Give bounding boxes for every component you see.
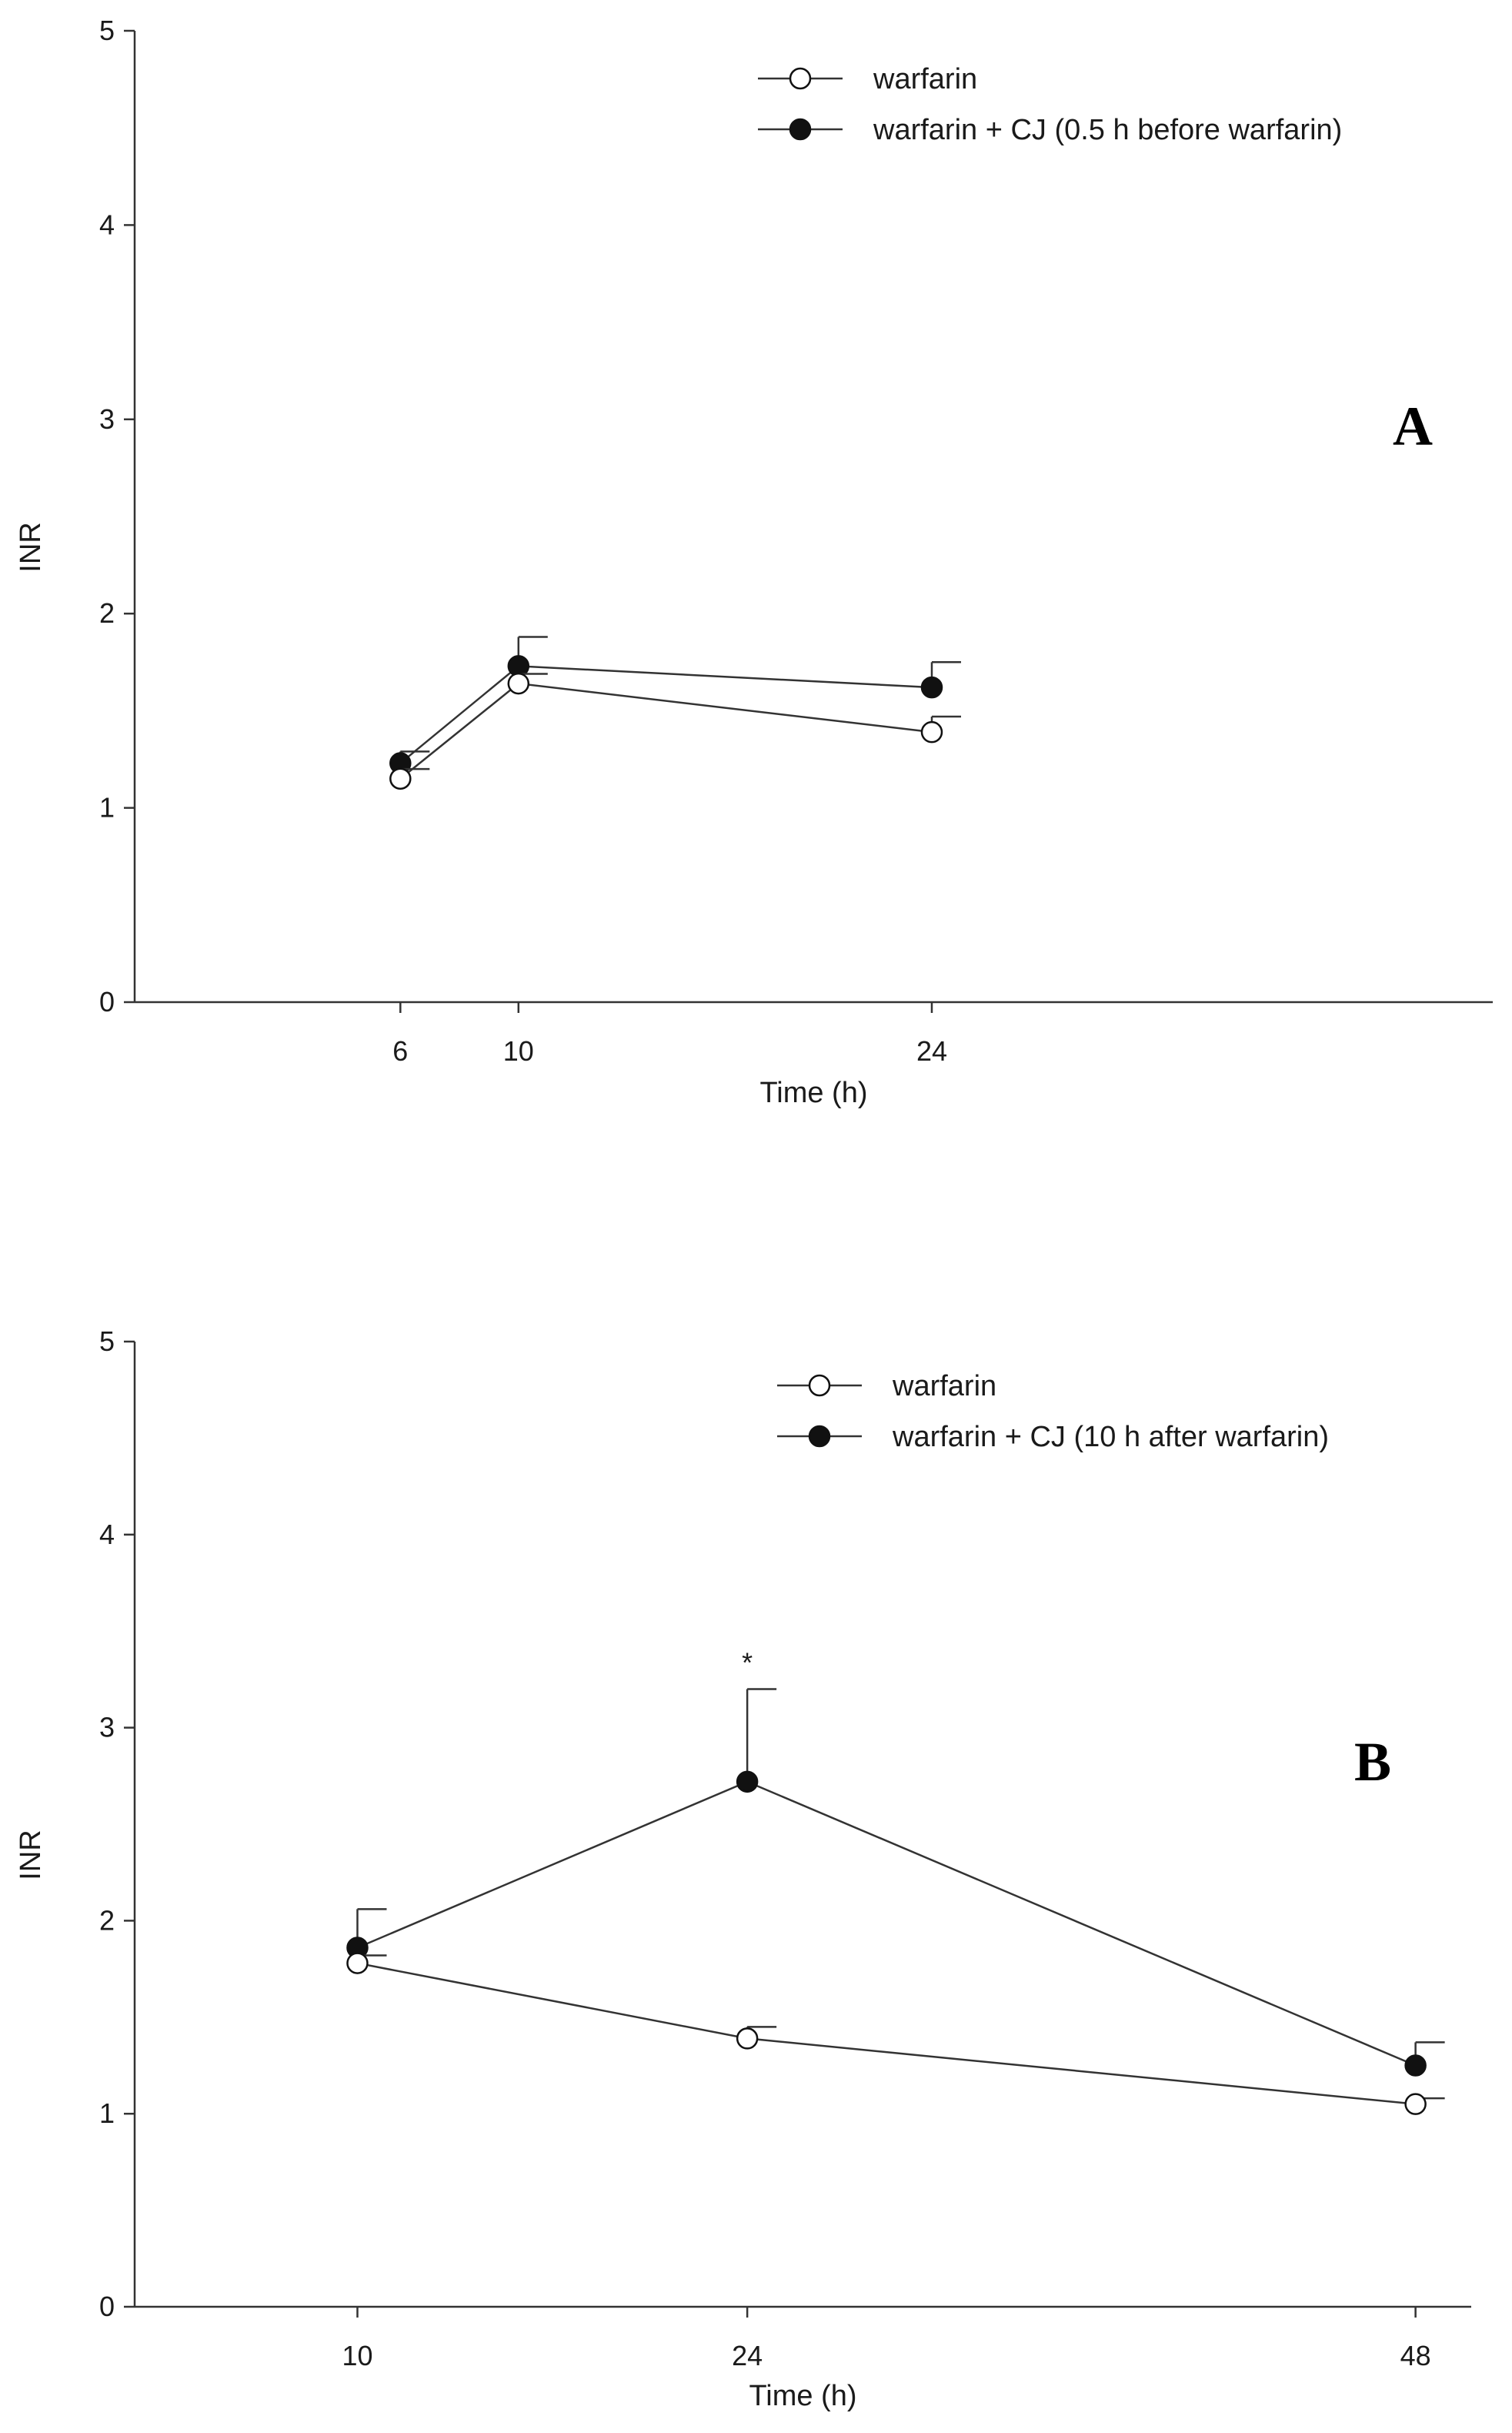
data-point-warfarin <box>389 767 412 790</box>
series-line-warfarin <box>357 1962 1416 2105</box>
y-tick-label: 1 <box>99 792 115 824</box>
y-axis-label: INR <box>15 1830 47 1880</box>
y-tick-label: 3 <box>99 403 115 435</box>
legend-entry-label: warfarin <box>892 1370 996 1402</box>
y-tick-label: 5 <box>99 1325 115 1357</box>
y-tick-label: 0 <box>99 986 115 1018</box>
y-tick-label: 4 <box>99 209 115 240</box>
y-tick-label: 3 <box>99 1712 115 1743</box>
y-tick-label: 5 <box>99 15 115 46</box>
legend-marker <box>808 1374 831 1397</box>
y-tick-label: 2 <box>99 1904 115 1936</box>
x-tick-label: 10 <box>342 2340 372 2371</box>
x-tick-label: 48 <box>1400 2340 1431 2371</box>
legend-marker <box>808 1425 831 1448</box>
data-point-cj <box>736 1770 759 1793</box>
panel-label: A <box>1393 396 1433 457</box>
data-point-warfarin <box>920 720 943 744</box>
data-point-warfarin <box>736 2027 759 2050</box>
panel-label: B <box>1354 1731 1391 1793</box>
y-tick-label: 4 <box>99 1519 115 1550</box>
legend-entry-label: warfarin + CJ (0.5 h before warfarin) <box>873 114 1342 146</box>
x-axis-label: Time (h) <box>749 2380 856 2412</box>
x-tick-label: 6 <box>392 1035 408 1067</box>
legend-marker <box>789 118 812 141</box>
data-point-cj <box>1404 2054 1427 2077</box>
y-tick-label: 0 <box>99 2291 115 2322</box>
x-tick-label: 24 <box>916 1035 947 1067</box>
data-point-warfarin <box>1404 2093 1427 2115</box>
legend-marker <box>789 67 812 90</box>
x-axis-label: Time (h) <box>759 1077 867 1109</box>
legend-entry-label: warfarin + CJ (10 h after warfarin) <box>892 1421 1329 1453</box>
legend-entry-label: warfarin <box>873 63 977 95</box>
data-point-cj <box>920 676 943 699</box>
x-tick-label: 24 <box>732 2340 763 2371</box>
significance-marker: * <box>742 1646 753 1678</box>
x-tick-label: 10 <box>503 1035 534 1067</box>
y-tick-label: 2 <box>99 597 115 629</box>
series-line-cj <box>357 1780 1417 2067</box>
y-tick-label: 1 <box>99 2097 115 2129</box>
y-axis-label: INR <box>15 522 47 572</box>
panel-b: 0 1 2 3 4 5 10 24 48 Time (h) INR * warfarin warfarin… <box>15 1325 1471 2412</box>
panel-a: 0 1 2 3 4 5 6 10 24 Time (h) INR warfarin warfarin +… <box>15 15 1493 1109</box>
data-point-warfarin <box>507 672 530 695</box>
data-point-warfarin <box>346 1952 369 1974</box>
